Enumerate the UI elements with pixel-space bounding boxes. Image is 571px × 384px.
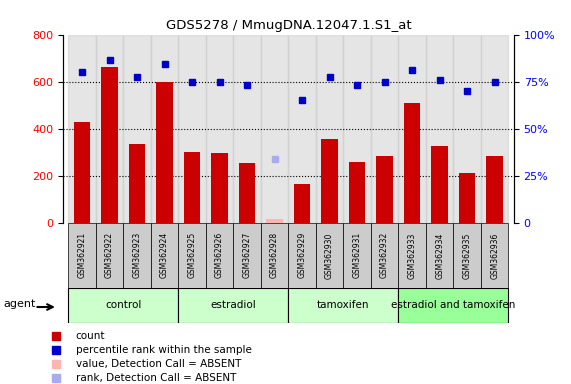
Bar <box>178 288 288 323</box>
Text: GSM362932: GSM362932 <box>380 232 389 278</box>
Text: count: count <box>75 331 105 341</box>
Bar <box>426 35 453 223</box>
Text: GSM362927: GSM362927 <box>243 232 252 278</box>
Bar <box>343 35 371 223</box>
Bar <box>288 288 399 323</box>
Bar <box>288 223 316 288</box>
Bar <box>316 223 343 288</box>
Bar <box>349 162 365 223</box>
Bar <box>96 223 123 288</box>
Bar <box>453 223 481 288</box>
Text: GSM362930: GSM362930 <box>325 232 334 278</box>
Text: GSM362936: GSM362936 <box>490 232 499 278</box>
Bar <box>481 223 508 288</box>
Bar <box>206 35 234 223</box>
Bar <box>101 68 118 223</box>
Bar <box>321 139 338 223</box>
Text: tamoxifen: tamoxifen <box>317 300 369 310</box>
Bar <box>69 288 178 323</box>
Bar <box>156 82 173 223</box>
Bar <box>294 184 311 223</box>
Bar <box>376 156 393 223</box>
Bar <box>399 35 426 223</box>
Text: GSM362928: GSM362928 <box>270 232 279 278</box>
Bar <box>371 35 399 223</box>
Text: value, Detection Call = ABSENT: value, Detection Call = ABSENT <box>75 359 241 369</box>
Bar <box>399 288 508 323</box>
Bar <box>184 152 200 223</box>
Bar <box>426 223 453 288</box>
Bar <box>234 223 261 288</box>
Text: control: control <box>105 300 142 310</box>
Bar <box>206 223 234 288</box>
Text: percentile rank within the sample: percentile rank within the sample <box>75 345 252 355</box>
Bar <box>151 35 178 223</box>
Bar <box>266 219 283 223</box>
Text: estradiol and tamoxifen: estradiol and tamoxifen <box>391 300 516 310</box>
Bar <box>399 223 426 288</box>
Bar <box>453 35 481 223</box>
Bar <box>123 35 151 223</box>
Bar <box>343 223 371 288</box>
Text: GSM362924: GSM362924 <box>160 232 169 278</box>
Bar <box>123 223 151 288</box>
Text: GSM362935: GSM362935 <box>463 232 472 278</box>
Bar <box>316 35 343 223</box>
Bar <box>211 153 228 223</box>
Bar <box>239 163 255 223</box>
Bar <box>288 35 316 223</box>
Bar <box>459 173 476 223</box>
Text: GSM362929: GSM362929 <box>297 232 307 278</box>
Text: estradiol: estradiol <box>211 300 256 310</box>
Bar <box>69 223 96 288</box>
Text: GSM362923: GSM362923 <box>132 232 142 278</box>
Bar <box>234 35 261 223</box>
Text: GSM362931: GSM362931 <box>353 232 361 278</box>
Bar <box>151 223 178 288</box>
Text: GSM362933: GSM362933 <box>408 232 417 278</box>
Bar <box>431 146 448 223</box>
Bar <box>74 122 90 223</box>
Bar <box>261 35 288 223</box>
Bar <box>261 223 288 288</box>
Bar <box>371 223 399 288</box>
Text: agent: agent <box>3 298 35 309</box>
Bar <box>96 35 123 223</box>
Text: GSM362934: GSM362934 <box>435 232 444 278</box>
Bar <box>486 156 503 223</box>
Text: GSM362922: GSM362922 <box>105 232 114 278</box>
Bar <box>178 223 206 288</box>
Bar <box>129 144 146 223</box>
Bar <box>69 35 96 223</box>
Bar <box>178 35 206 223</box>
Title: GDS5278 / MmugDNA.12047.1.S1_at: GDS5278 / MmugDNA.12047.1.S1_at <box>166 19 411 32</box>
Text: GSM362925: GSM362925 <box>188 232 196 278</box>
Text: GSM362921: GSM362921 <box>78 232 87 278</box>
Bar <box>404 103 420 223</box>
Bar <box>481 35 508 223</box>
Text: GSM362926: GSM362926 <box>215 232 224 278</box>
Text: rank, Detection Call = ABSENT: rank, Detection Call = ABSENT <box>75 374 236 384</box>
